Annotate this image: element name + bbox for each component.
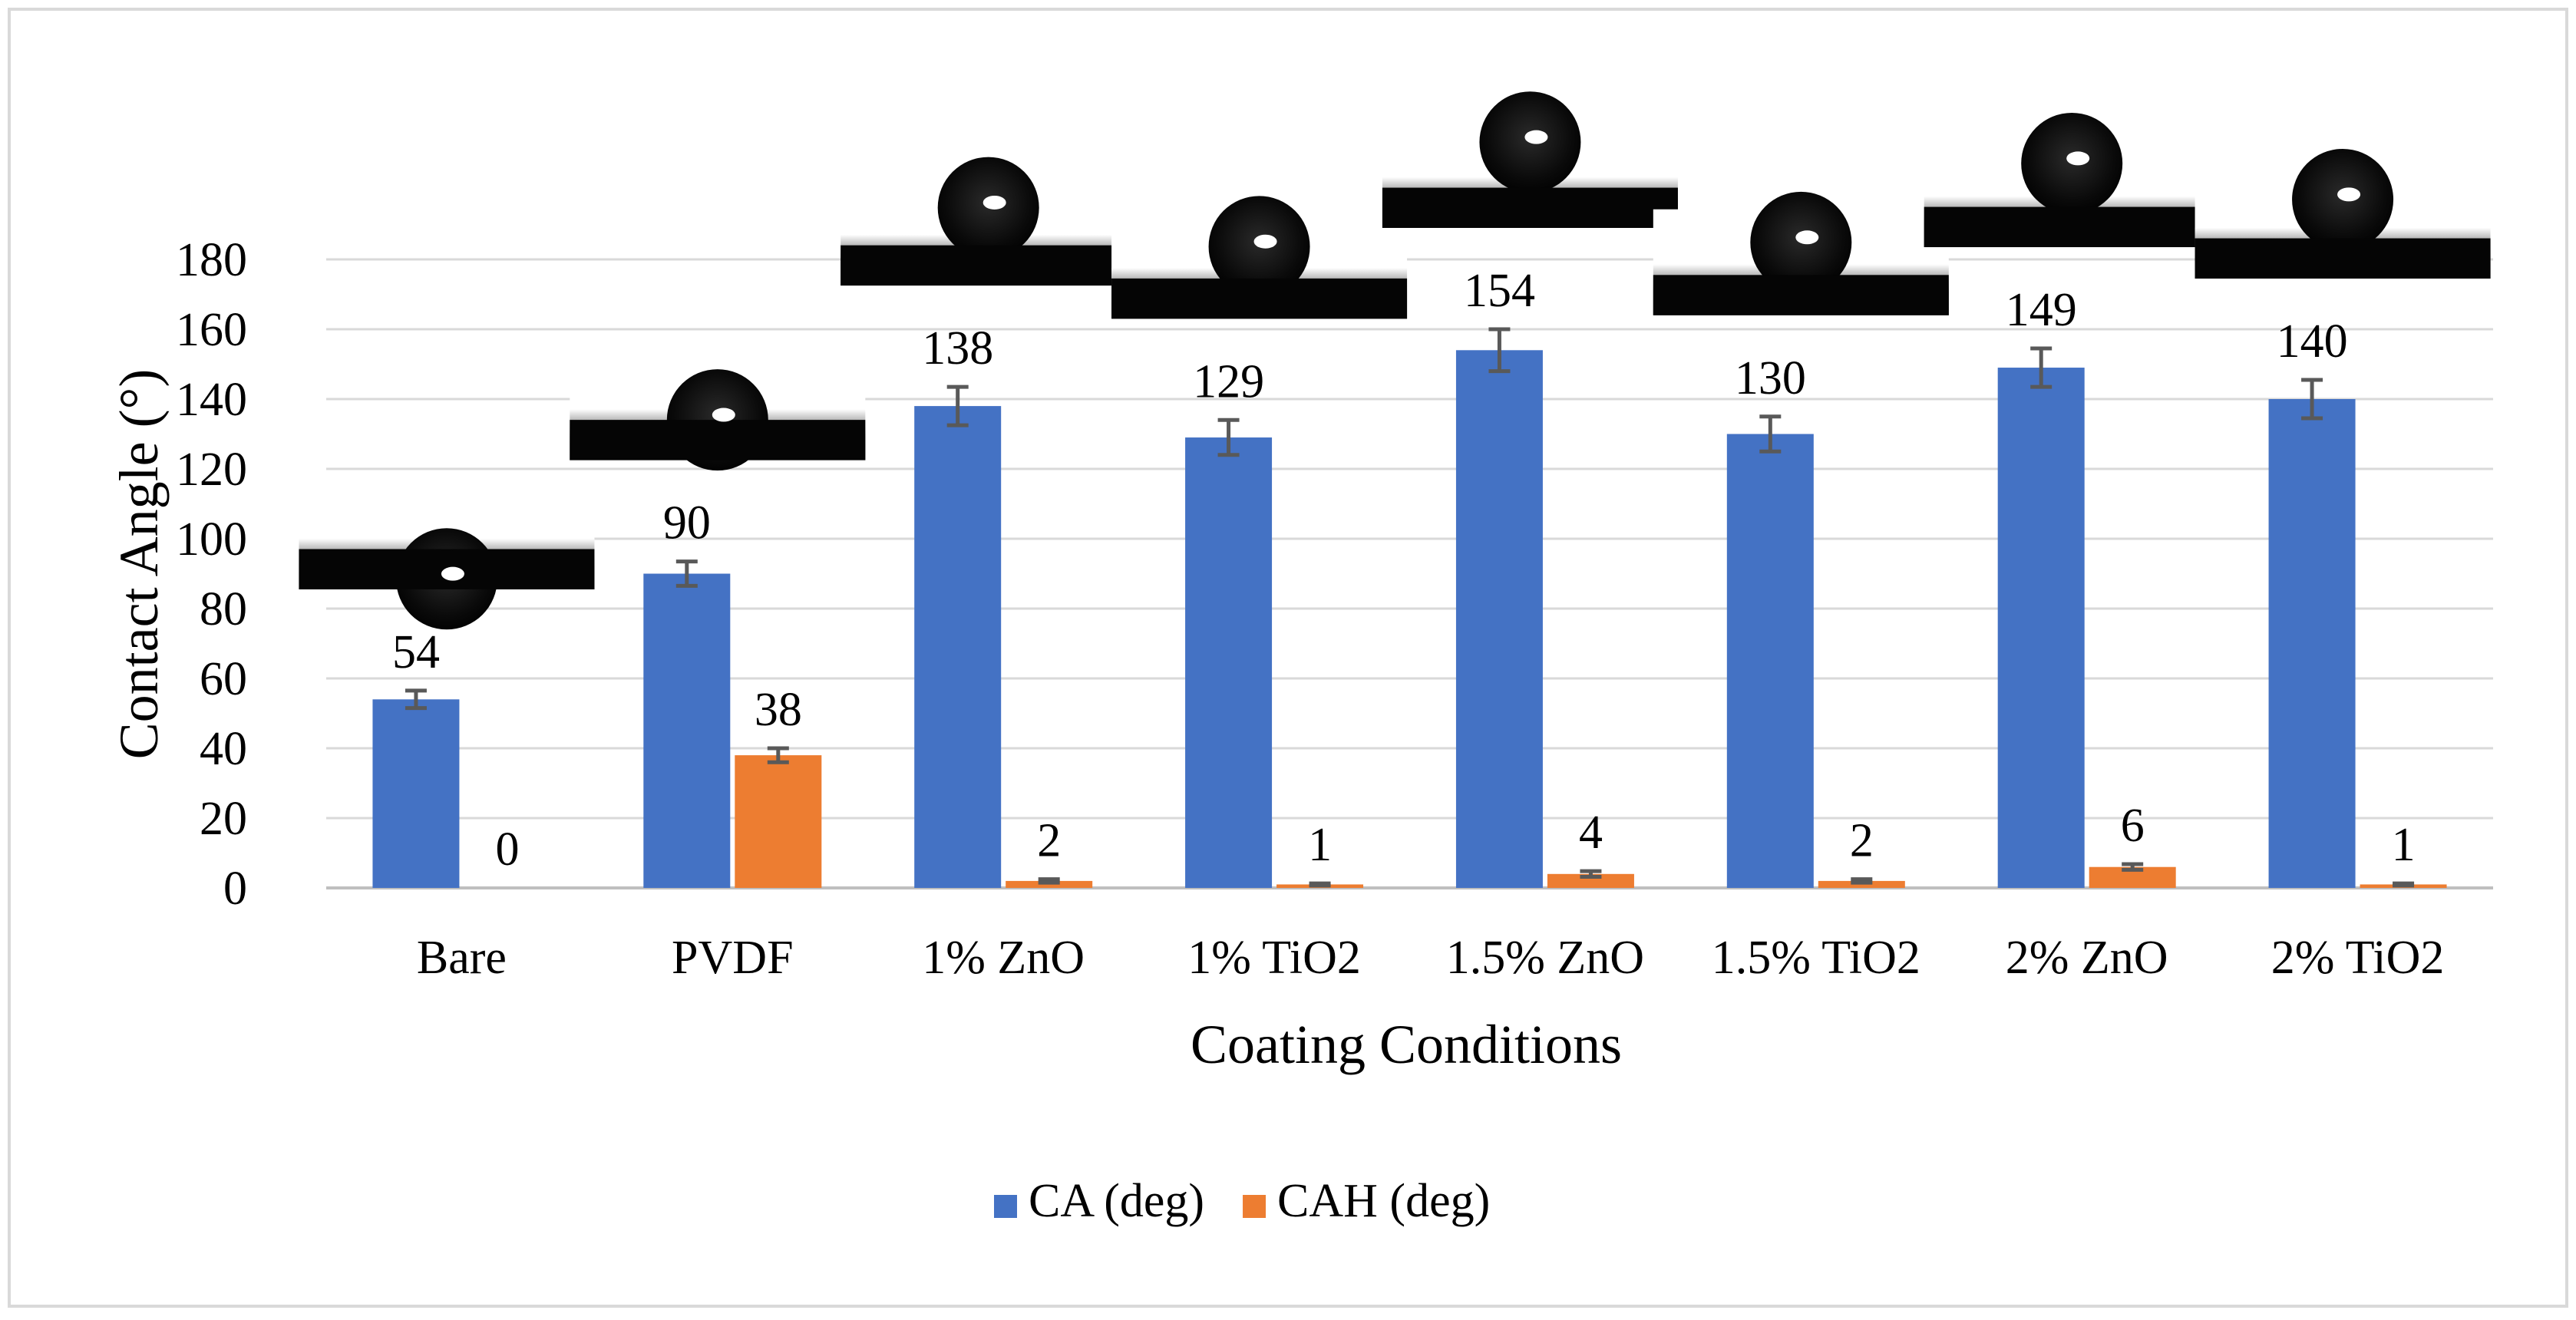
droplet-image bbox=[841, 157, 1137, 286]
droplet-highlight bbox=[983, 195, 1006, 210]
y-tick-label: 60 bbox=[200, 653, 247, 705]
legend: CA (deg) CAH (deg) bbox=[994, 1175, 1490, 1227]
droplet-image bbox=[2195, 148, 2491, 279]
ca-bar bbox=[2268, 399, 2356, 888]
error-bars bbox=[405, 327, 2415, 888]
ca-bar bbox=[372, 699, 460, 888]
y-axis-ticks: 0 20 40 60 80 100 120 140 160 180 bbox=[176, 234, 247, 915]
ca-data-label: 149 bbox=[2006, 284, 2077, 336]
droplet-substrate-shadow bbox=[841, 245, 1137, 286]
cah-data-label: 1 bbox=[1308, 819, 1332, 871]
ca-data-label: 129 bbox=[1193, 355, 1264, 408]
y-tick-label: 20 bbox=[200, 793, 247, 845]
ca-bar bbox=[1455, 350, 1543, 888]
cah-data-label: 2 bbox=[1850, 815, 1874, 867]
droplet-image bbox=[1653, 191, 1949, 315]
y-tick-label: 180 bbox=[176, 234, 247, 286]
droplet-highlight bbox=[441, 566, 464, 581]
ca-bar bbox=[1185, 437, 1273, 888]
ca-data-label: 140 bbox=[2277, 315, 2348, 368]
droplet-image bbox=[1111, 196, 1408, 319]
ca-bar bbox=[914, 406, 1002, 888]
y-tick-label: 120 bbox=[176, 444, 247, 496]
droplet-highlight bbox=[2066, 151, 2090, 166]
x-category-label: 1% ZnO bbox=[922, 932, 1085, 984]
droplet-substrate-shadow bbox=[1653, 275, 1949, 315]
ca-bar bbox=[643, 573, 731, 888]
droplet-images bbox=[299, 91, 2491, 630]
x-category-label: 2% TiO2 bbox=[2271, 932, 2445, 984]
y-tick-label: 0 bbox=[223, 863, 247, 915]
legend-ca-swatch bbox=[994, 1195, 1017, 1218]
legend-cah-swatch bbox=[1243, 1195, 1267, 1218]
droplet-substrate-shadow bbox=[1382, 187, 1678, 228]
y-tick-label: 40 bbox=[200, 723, 247, 775]
x-category-label: Bare bbox=[417, 932, 507, 984]
droplet-highlight bbox=[1253, 234, 1277, 249]
ca-bar bbox=[1997, 368, 2085, 888]
cah-bar bbox=[1547, 873, 1634, 888]
x-category-label: 2% ZnO bbox=[2006, 932, 2168, 984]
droplet-image bbox=[570, 354, 866, 471]
droplet-image bbox=[1382, 91, 1678, 228]
ca-data-label: 54 bbox=[392, 626, 440, 678]
x-category-label: 1.5% TiO2 bbox=[1712, 932, 1920, 984]
legend-ca-label: CA (deg) bbox=[1029, 1175, 1204, 1227]
droplet-substrate-shadow bbox=[2195, 238, 2491, 279]
y-tick-label: 80 bbox=[200, 583, 247, 635]
droplet-highlight bbox=[1524, 130, 1548, 144]
y-tick-label: 140 bbox=[176, 374, 247, 426]
y-tick-label: 160 bbox=[176, 304, 247, 356]
droplet-highlight bbox=[1795, 230, 1819, 245]
y-tick-label: 100 bbox=[176, 513, 247, 566]
ca-data-label: 90 bbox=[663, 497, 711, 549]
droplet-substrate-shadow bbox=[570, 420, 866, 460]
bars bbox=[372, 350, 2447, 888]
droplet-substrate-shadow bbox=[1924, 206, 2220, 248]
ca-data-label: 138 bbox=[922, 322, 993, 375]
droplet-highlight bbox=[2337, 187, 2361, 202]
x-category-label: 1% TiO2 bbox=[1187, 932, 1361, 984]
data-labels: 54 0 90 38 138 2 129 1 154 4 130 2 149 6 140 1 bbox=[392, 265, 2416, 876]
droplet-image bbox=[299, 483, 595, 630]
cah-data-label: 4 bbox=[1579, 807, 1603, 859]
cah-data-label: 38 bbox=[755, 684, 802, 736]
ca-bar bbox=[1726, 434, 1814, 888]
ca-data-label: 130 bbox=[1735, 352, 1806, 404]
x-axis-title: Coating Conditions bbox=[1191, 1014, 1622, 1075]
cah-data-label: 1 bbox=[2392, 819, 2416, 871]
cah-data-label: 6 bbox=[2121, 800, 2145, 852]
x-category-label: 1.5% ZnO bbox=[1446, 932, 1644, 984]
cah-data-label: 2 bbox=[1037, 815, 1061, 867]
x-axis-category-labels: Bare PVDF 1% ZnO 1% TiO2 1.5% ZnO 1.5% TiO2 2%… bbox=[417, 932, 2445, 984]
legend-cah-label: CAH (deg) bbox=[1277, 1175, 1490, 1227]
droplet-image bbox=[1924, 113, 2220, 248]
cah-bar bbox=[735, 755, 822, 888]
y-axis-title: Contact Angle (°) bbox=[108, 369, 170, 760]
x-category-label: PVDF bbox=[672, 932, 794, 984]
droplet-substrate-shadow bbox=[1111, 278, 1408, 319]
cah-data-label: 0 bbox=[495, 823, 519, 876]
droplet-highlight bbox=[712, 408, 735, 422]
ca-data-label: 154 bbox=[1464, 265, 1535, 317]
